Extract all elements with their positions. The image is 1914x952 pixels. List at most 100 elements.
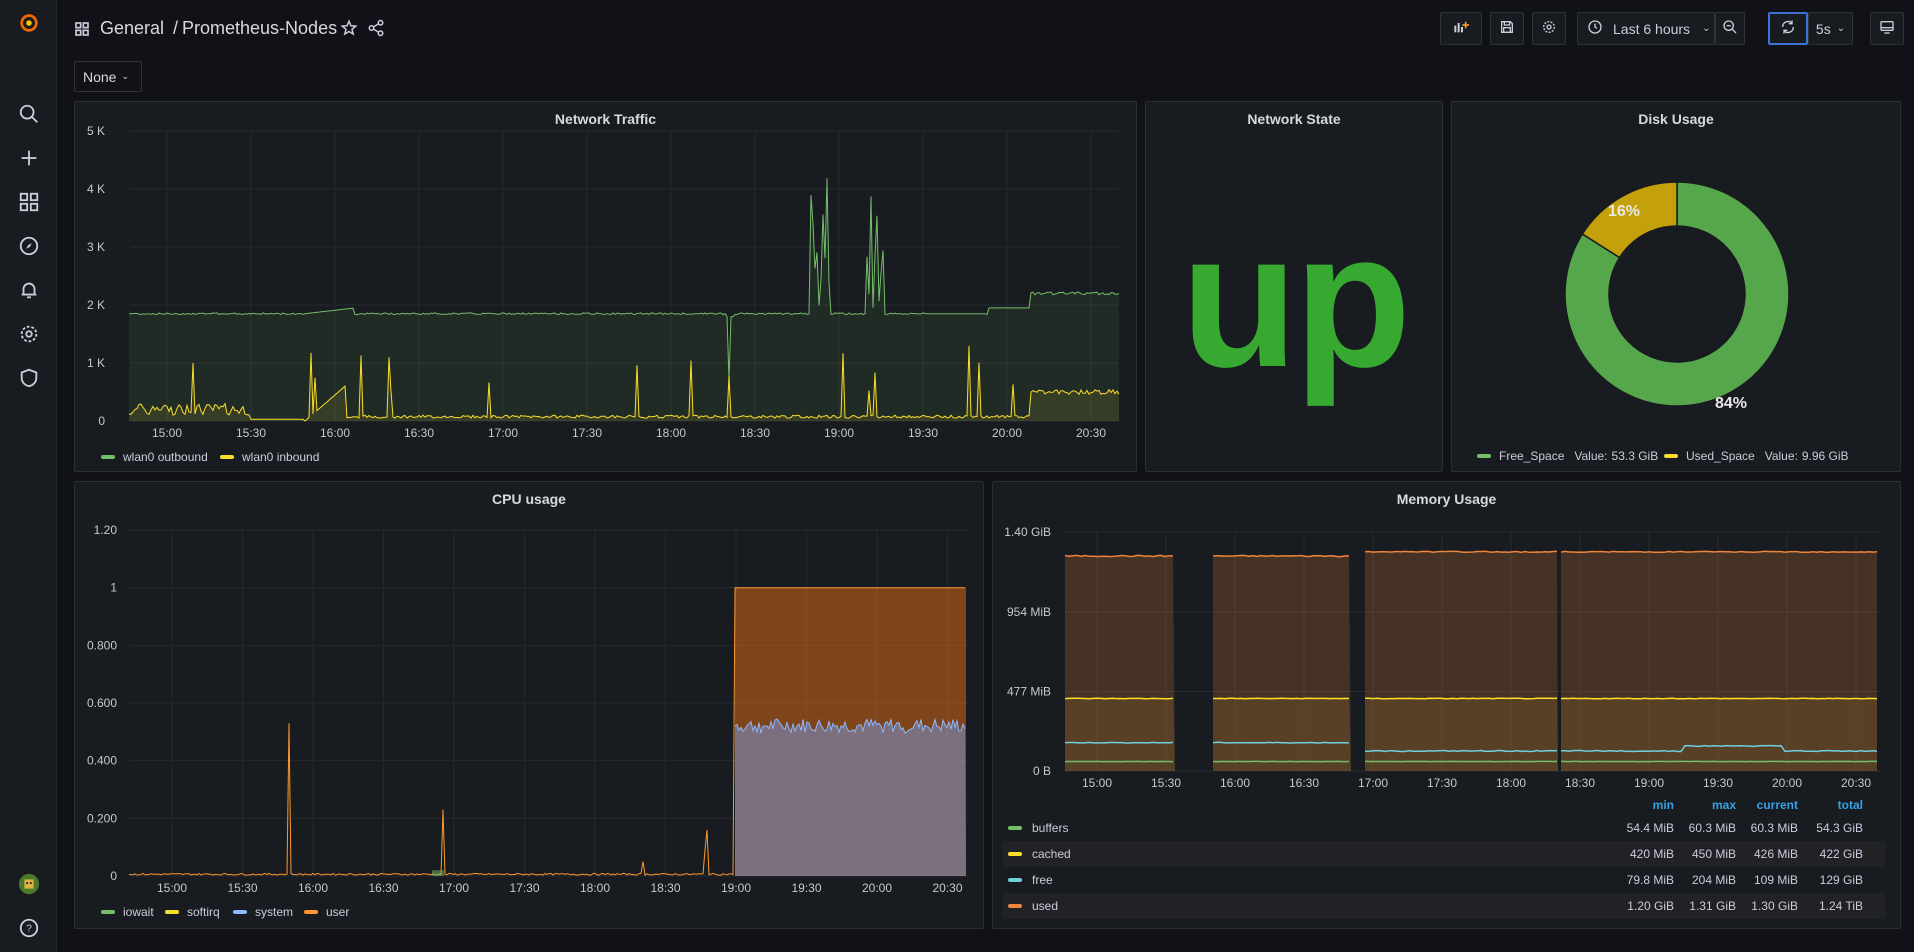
legend-label: wlan0 outbound — [123, 450, 208, 464]
y-tick-label: 3 K — [87, 240, 105, 254]
series-name: used — [1032, 899, 1059, 913]
panel-title[interactable]: CPU usage — [492, 491, 566, 507]
x-tick-label: 16:30 — [404, 426, 434, 440]
legend-item-used-space[interactable]: Used_Space Value: 9.96 GiB — [1664, 449, 1849, 463]
cpu-usage-chart[interactable]: 1.20 1 0.800 0.600 0.400 0.200 0 15:00 15:30 16:0… — [75, 482, 985, 930]
panel-title[interactable]: Network State — [1247, 111, 1341, 127]
legend-item-user[interactable]: user — [304, 905, 349, 919]
network-state-panel: Network State up — [1145, 101, 1443, 472]
x-tick-label: 19:00 — [721, 881, 751, 895]
value-min: 54.4 MiB — [1626, 821, 1674, 835]
x-tick-label: 17:30 — [1427, 776, 1457, 790]
legend-row-buffers[interactable]: buffers 54.4 MiB 60.3 MiB 60.3 MiB 54.3 … — [1002, 815, 1886, 841]
series-fill-cached — [1213, 698, 1351, 771]
help-icon[interactable]: ? — [16, 915, 42, 941]
legend-item-outbound[interactable]: wlan0 outbound — [101, 450, 208, 464]
column-header-min[interactable]: min — [1652, 798, 1674, 812]
y-tick-label: 1 K — [87, 356, 105, 370]
add-panel-button[interactable] — [1440, 12, 1482, 45]
legend-value: 53.3 GiB — [1611, 449, 1659, 463]
x-tick-label: 17:30 — [572, 426, 602, 440]
legend-swatch — [1477, 454, 1491, 458]
legend-item-softirq[interactable]: softirq — [165, 905, 220, 919]
x-tick-label: 15:30 — [1151, 776, 1181, 790]
side-menu: ? — [0, 0, 57, 952]
legend-row-cached[interactable]: cached 420 MiB 450 MiB 426 MiB 422 GiB — [1002, 841, 1886, 867]
x-tick-label: 15:00 — [157, 881, 187, 895]
x-tick-label: 16:00 — [1220, 776, 1250, 790]
legend-item-system[interactable]: system — [233, 905, 293, 919]
server-admin-shield-icon[interactable] — [16, 365, 42, 391]
y-tick-label: 0 — [110, 869, 117, 883]
panel-title[interactable]: Disk Usage — [1638, 111, 1714, 127]
legend-label: system — [255, 905, 294, 919]
legend-value-label: Value: — [1764, 449, 1798, 463]
column-header-max[interactable]: max — [1711, 798, 1736, 812]
dashboard-settings-button[interactable] — [1532, 12, 1566, 45]
value-current: 426 MiB — [1753, 847, 1798, 861]
plus-icon[interactable] — [16, 145, 42, 171]
zoom-out-button[interactable] — [1715, 12, 1745, 45]
x-tick-label: 19:30 — [908, 426, 938, 440]
x-tick-label: 20:00 — [862, 881, 892, 895]
series-line-used — [1364, 550, 1558, 554]
series-line-system — [734, 717, 966, 735]
x-tick-label: 16:00 — [298, 881, 328, 895]
monitor-icon — [1879, 19, 1895, 38]
value-max: 60.3 MiB — [1688, 821, 1736, 835]
series-fill-iowait — [432, 870, 444, 876]
dashboards-icon[interactable] — [16, 189, 42, 215]
memory-usage-chart[interactable]: 1.40 GiB 954 MiB 477 MiB 0 B 15:00 15:30 16:00… — [993, 482, 1902, 797]
legend-swatch — [165, 910, 179, 914]
panel-title[interactable]: Network Traffic — [554, 111, 657, 127]
legend-item-free-space[interactable]: Free_Space Value: 53.3 GiB — [1477, 449, 1658, 463]
panel-title[interactable]: Memory Usage — [1396, 491, 1497, 507]
clock-icon — [1587, 19, 1603, 38]
search-icon[interactable] — [16, 101, 42, 127]
x-tick-label: 17:00 — [1358, 776, 1388, 790]
user-avatar[interactable] — [16, 871, 42, 897]
value-min: 420 MiB — [1629, 847, 1674, 861]
disk-usage-panel: Disk Usage 16% 84% Free_Space Value: 53.3… — [1451, 101, 1901, 472]
legend-row-used[interactable]: used 1.20 GiB 1.31 GiB 1.30 GiB 1.24 TiB — [1002, 893, 1886, 919]
legend-label: Used_Space — [1686, 449, 1755, 463]
legend-swatch — [1008, 904, 1022, 908]
legend-swatch — [304, 910, 318, 914]
explore-compass-icon[interactable] — [16, 233, 42, 259]
breadcrumb-folder[interactable]: General — [100, 18, 165, 38]
donut-label-free: 84% — [1715, 395, 1747, 412]
variable-select[interactable]: None ⌄ — [74, 61, 142, 92]
series-fill-system — [735, 719, 966, 876]
x-tick-label: 20:30 — [932, 881, 962, 895]
legend-item-iowait[interactable]: iowait — [101, 905, 154, 919]
legend-swatch — [1008, 852, 1022, 856]
disk-usage-donut[interactable]: 16% 84% — [1452, 102, 1902, 473]
configuration-gear-icon[interactable] — [16, 321, 42, 347]
legend-row-free[interactable]: free 79.8 MiB 204 MiB 109 MiB 129 GiB — [1002, 867, 1886, 893]
alerting-bell-icon[interactable] — [16, 277, 42, 303]
series-line-used — [1212, 554, 1350, 558]
breadcrumb-dashboard-title[interactable]: Prometheus-Nodes — [182, 18, 338, 38]
svg-text:?: ? — [26, 924, 32, 935]
y-tick-label: 0.800 — [87, 638, 117, 652]
y-tick-label: 1.40 GiB — [1004, 525, 1051, 539]
cycle-view-mode-button[interactable] — [1870, 12, 1904, 45]
network-traffic-chart[interactable]: 5 K 4 K 3 K 2 K 1 K 0 15:00 15:30 16:00 16:30 17:0… — [75, 102, 1138, 473]
save-dashboard-button[interactable] — [1490, 12, 1524, 45]
share-icon[interactable] — [367, 19, 385, 42]
chevron-down-icon: ⌄ — [1836, 23, 1846, 34]
column-header-total[interactable]: total — [1837, 798, 1863, 812]
series-name: buffers — [1032, 821, 1069, 835]
value-current: 1.30 GiB — [1751, 899, 1798, 913]
x-tick-label: 19:30 — [1703, 776, 1733, 790]
grafana-logo-icon[interactable] — [16, 10, 42, 36]
refresh-button[interactable] — [1768, 12, 1808, 45]
value-max: 1.31 GiB — [1689, 899, 1736, 913]
refresh-interval-picker[interactable]: 5s ⌄ — [1808, 12, 1853, 45]
star-icon[interactable] — [340, 19, 358, 42]
series-name: cached — [1032, 847, 1071, 861]
time-range-picker[interactable]: Last 6 hours ⌄ — [1577, 12, 1715, 45]
series-line-outbound — [128, 178, 1120, 381]
legend-item-inbound[interactable]: wlan0 inbound — [220, 450, 319, 464]
column-header-current[interactable]: current — [1756, 798, 1798, 812]
